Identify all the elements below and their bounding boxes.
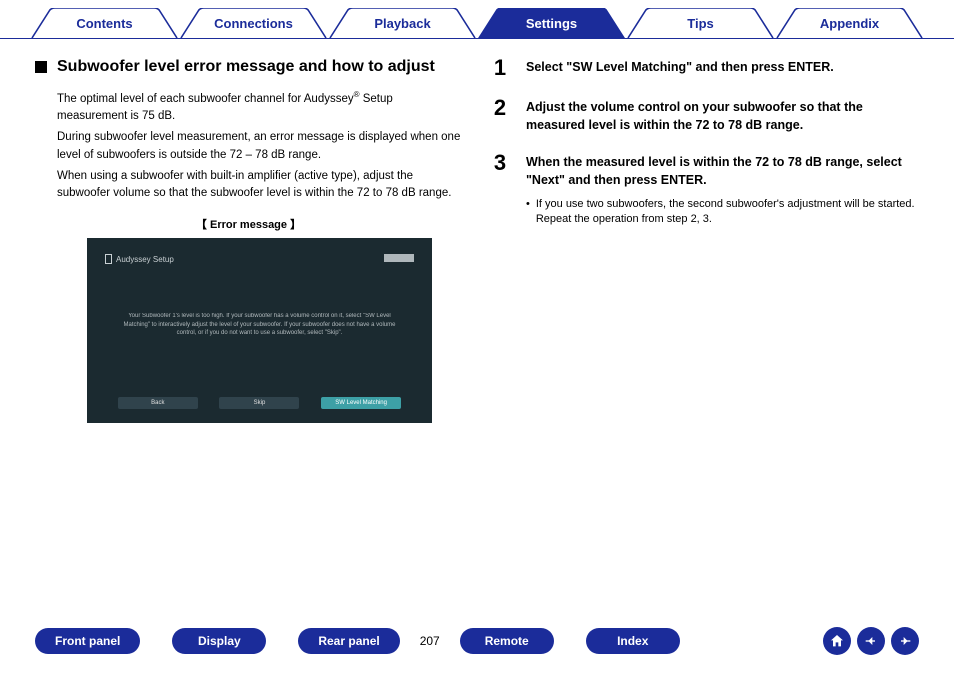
tab-label: Playback bbox=[328, 8, 477, 38]
top-tab-bar: Contents Connections Playback Settings T… bbox=[0, 0, 954, 39]
screenshot-skip-button: Skip bbox=[219, 397, 299, 409]
bullet-dot-icon: • bbox=[526, 197, 530, 228]
step3-main: When the measured level is within the 72… bbox=[526, 155, 902, 187]
screenshot-header: Audyssey Setup bbox=[87, 238, 432, 264]
tab-contents[interactable]: Contents bbox=[30, 8, 179, 38]
tab-playback[interactable]: Playback bbox=[328, 8, 477, 38]
square-bullet-icon bbox=[35, 61, 47, 73]
paragraph-2: During subwoofer level measurement, an e… bbox=[57, 129, 462, 164]
page-content: Subwoofer level error message and how to… bbox=[0, 39, 954, 423]
mic-icon bbox=[105, 254, 112, 264]
step-2: 2 Adjust the volume control on your subw… bbox=[492, 97, 919, 134]
step3-sub-text: If you use two subwoofers, the second su… bbox=[536, 197, 919, 228]
step-3-sub: • If you use two subwoofers, the second … bbox=[526, 197, 919, 228]
tab-connections[interactable]: Connections bbox=[179, 8, 328, 38]
tab-label: Contents bbox=[30, 8, 179, 38]
display-button[interactable]: Display bbox=[172, 628, 266, 654]
paragraph-3: When using a subwoofer with built-in amp… bbox=[57, 168, 462, 203]
front-panel-button[interactable]: Front panel bbox=[35, 628, 140, 654]
home-icon[interactable] bbox=[823, 627, 851, 655]
prev-page-icon[interactable] bbox=[857, 627, 885, 655]
right-column: 1 Select "SW Level Matching" and then pr… bbox=[492, 57, 919, 423]
tab-label: Tips bbox=[626, 8, 775, 38]
step-text: When the measured level is within the 72… bbox=[526, 152, 919, 228]
step-number: 3 bbox=[492, 152, 508, 228]
tab-label: Settings bbox=[477, 8, 626, 38]
footer-bar: Front panel Display Rear panel 207 Remot… bbox=[0, 627, 954, 655]
screenshot-title-group: Audyssey Setup bbox=[105, 254, 174, 264]
remote-button[interactable]: Remote bbox=[460, 628, 554, 654]
tab-label: Appendix bbox=[775, 8, 924, 38]
step-3: 3 When the measured level is within the … bbox=[492, 152, 919, 228]
step-text: Adjust the volume control on your subwoo… bbox=[526, 97, 919, 134]
error-screenshot: Audyssey Setup Your Subwoofer 1's level … bbox=[87, 238, 432, 423]
tab-label: Connections bbox=[179, 8, 328, 38]
next-page-icon[interactable] bbox=[891, 627, 919, 655]
step-1: 1 Select "SW Level Matching" and then pr… bbox=[492, 57, 919, 79]
step-number: 2 bbox=[492, 97, 508, 134]
screenshot-sw-match-button: SW Level Matching bbox=[321, 397, 401, 409]
paragraph-1: The optimal level of each subwoofer chan… bbox=[57, 89, 462, 125]
step-number: 1 bbox=[492, 57, 508, 79]
left-column: Subwoofer level error message and how to… bbox=[35, 57, 462, 423]
index-button[interactable]: Index bbox=[586, 628, 680, 654]
tab-appendix[interactable]: Appendix bbox=[775, 8, 924, 38]
tab-settings[interactable]: Settings bbox=[477, 8, 626, 38]
tab-tips[interactable]: Tips bbox=[626, 8, 775, 38]
screenshot-message: Your Subwoofer 1's level is too high. If… bbox=[87, 312, 432, 337]
screenshot-back-button: Back bbox=[118, 397, 198, 409]
screenshot-app-title: Audyssey Setup bbox=[116, 255, 174, 264]
section-title: Subwoofer level error message and how to… bbox=[57, 57, 435, 77]
rear-panel-button[interactable]: Rear panel bbox=[298, 628, 399, 654]
section-header: Subwoofer level error message and how to… bbox=[35, 57, 462, 77]
audyssey-logo-icon bbox=[384, 254, 414, 262]
para1-a: The optimal level of each subwoofer chan… bbox=[57, 93, 354, 105]
step-text: Select "SW Level Matching" and then pres… bbox=[526, 57, 834, 79]
screenshot-buttons: Back Skip SW Level Matching bbox=[87, 397, 432, 409]
figure-caption: 【 Error message 】 bbox=[35, 216, 462, 232]
nav-icon-group bbox=[823, 627, 919, 655]
page-number: 207 bbox=[420, 634, 440, 648]
